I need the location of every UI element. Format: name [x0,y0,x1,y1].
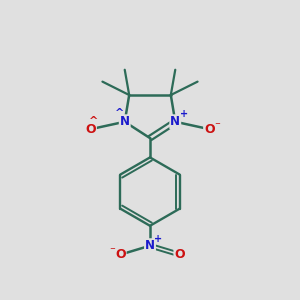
Text: ⁻: ⁻ [214,121,220,131]
Text: N: N [120,115,130,128]
Text: +: + [154,234,162,244]
Text: O: O [115,248,126,261]
Text: O: O [174,248,185,261]
Text: ^: ^ [89,116,98,126]
Text: O: O [85,123,96,136]
Text: ⁻: ⁻ [109,246,115,256]
Text: N: N [170,115,180,128]
Text: ^: ^ [115,108,124,118]
Text: O: O [204,123,215,136]
Text: +: + [179,109,188,119]
Text: N: N [145,239,155,252]
